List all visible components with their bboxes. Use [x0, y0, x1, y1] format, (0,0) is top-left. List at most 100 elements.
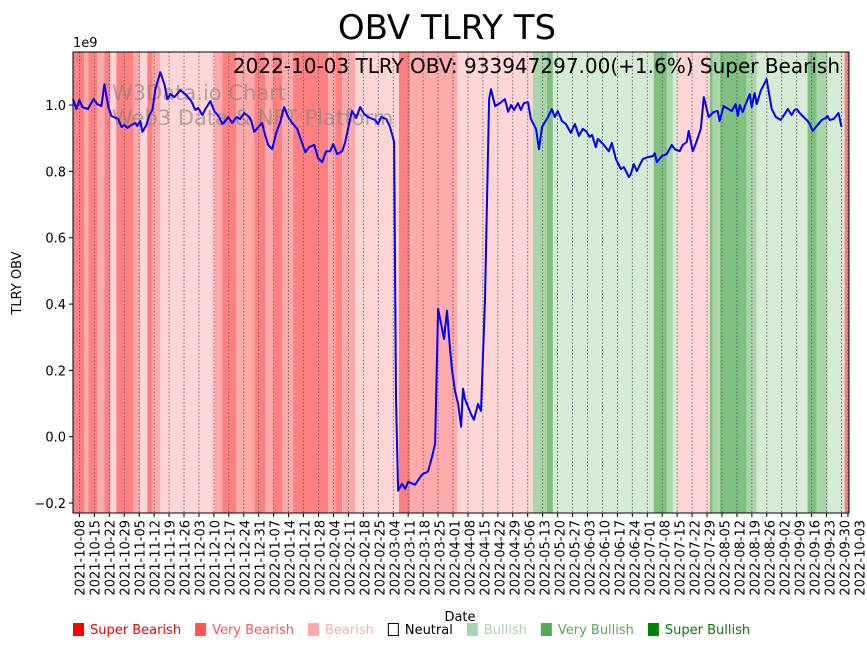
x-tick-label: 2022-08-26: [763, 520, 778, 596]
legend-label: Super Bullish: [665, 623, 750, 638]
x-tick-label: 2021-11-12: [148, 520, 163, 596]
y-tick-label: 0.2: [45, 364, 66, 379]
sentiment-band: [293, 52, 329, 513]
x-tick-label: 2022-07-08: [658, 520, 673, 596]
sentiment-band: [355, 52, 399, 513]
sentiment-band: [709, 52, 713, 513]
x-tick-label: 2022-09-02: [778, 520, 793, 596]
x-tick-label: 2021-10-22: [103, 520, 118, 596]
sentiment-band: [104, 52, 111, 513]
sentiment-band: [398, 52, 411, 513]
x-tick-label: 2022-04-01: [448, 520, 463, 596]
x-tick-label: 2022-08-12: [733, 520, 748, 596]
x-tick-label: 2022-07-29: [703, 520, 718, 596]
sentiment-band: [73, 52, 85, 513]
legend-label: Neutral: [405, 623, 453, 638]
x-tick-label: 2022-08-19: [748, 520, 763, 596]
y-tick-label: −0.2: [34, 497, 66, 512]
y-tick-label: 0.6: [45, 232, 66, 247]
sentiment-band: [546, 52, 553, 513]
x-tick-label: 2022-09-30: [838, 520, 853, 596]
x-tick-label: 2022-10-03: [853, 520, 867, 596]
sentiment-band: [97, 52, 105, 513]
sentiment-band: [807, 52, 817, 513]
x-tick-label: 2022-01-21: [298, 520, 313, 596]
sentiment-band: [147, 52, 153, 513]
x-axis: 2021-10-08 2021-10-15 2021-10-22 2021-10-29…: [73, 513, 867, 596]
x-tick-label: 2022-01-07: [268, 520, 283, 596]
sentiment-band: [712, 52, 720, 513]
sentiment-band: [282, 52, 294, 513]
sentiment-bands: [73, 52, 849, 513]
x-tick-label: 2022-05-13: [538, 520, 553, 596]
x-tick-label: 2021-11-05: [133, 520, 148, 596]
sentiment-band: [214, 52, 223, 513]
x-tick-label: 2022-06-17: [613, 520, 628, 596]
legend-label: Very Bearish: [212, 623, 294, 638]
x-tick-label: 2021-12-10: [208, 520, 223, 596]
sentiment-band: [116, 52, 134, 513]
x-tick-label: 2022-09-23: [823, 520, 838, 596]
legend-label: Super Bearish: [90, 623, 181, 638]
x-tick-label: 2022-03-04: [388, 520, 403, 596]
x-tick-label: 2021-11-19: [163, 520, 178, 596]
sentiment-band: [273, 52, 283, 513]
x-tick-label: 2022-06-03: [583, 520, 598, 596]
sentiment-band: [552, 52, 654, 513]
x-tick-label: 2022-04-22: [493, 520, 508, 596]
sentiment-band: [410, 52, 458, 513]
x-tick-label: 2021-10-08: [73, 520, 88, 596]
sentiment-band: [335, 52, 343, 513]
sentiment-band: [653, 52, 667, 513]
x-tick-label: 2022-06-24: [628, 520, 643, 596]
sentiment-band: [816, 52, 828, 513]
legend-swatch-very-bullish: [540, 623, 552, 636]
x-tick-label: 2022-02-04: [328, 520, 343, 596]
sentiment-band: [532, 52, 547, 513]
y-tick-label: 0.4: [45, 298, 66, 313]
sentiment-band: [152, 52, 161, 513]
x-axis-label: Date: [444, 610, 475, 625]
x-tick-label: 2022-09-16: [808, 520, 823, 596]
legend-swatch-very-bearish: [195, 623, 207, 636]
x-tick-label: 2022-04-29: [508, 520, 523, 596]
y-axis: −0.2 0.0 0.2 0.4 0.6 0.8 1.0: [34, 99, 73, 512]
x-tick-label: 2022-02-25: [373, 520, 388, 596]
chart-title: OBV TLRY TS: [338, 8, 556, 48]
x-tick-label: 2022-01-28: [313, 520, 328, 596]
sentiment-band: [719, 52, 747, 513]
sentiment-band: [756, 52, 808, 513]
x-tick-label: 2022-09-09: [793, 520, 808, 596]
sentiment-band: [827, 52, 845, 513]
legend-swatch-super-bullish: [647, 623, 659, 636]
sentiment-band: [84, 52, 89, 513]
legend-label: Bearish: [325, 623, 374, 638]
x-tick-label: 2021-12-31: [253, 520, 268, 596]
x-tick-label: 2022-03-18: [418, 520, 433, 596]
y-multiplier-label: 1e9: [73, 36, 98, 51]
sentiment-band: [140, 52, 148, 513]
x-tick-label: 2021-10-29: [118, 520, 133, 596]
y-tick-label: 0.8: [45, 165, 66, 180]
sentiment-band: [133, 52, 141, 513]
legend-swatch-bearish: [307, 623, 319, 636]
sentiment-band: [160, 52, 215, 513]
watermark-line-1: W3Data.io Chart: [112, 81, 286, 105]
legend-label: Very Bullish: [558, 623, 634, 638]
sentiment-band: [342, 52, 356, 513]
sentiment-band: [746, 52, 757, 513]
x-tick-label: 2021-10-15: [88, 520, 103, 596]
x-tick-label: 2022-02-11: [343, 520, 358, 596]
x-tick-label: 2021-12-03: [193, 520, 208, 596]
legend: Super Bearish Very Bearish Bearish Neutral B…: [73, 623, 750, 638]
x-tick-label: 2021-11-26: [178, 520, 193, 596]
sentiment-band: [672, 52, 677, 513]
sentiment-band: [222, 52, 237, 513]
chart-subtitle: 2022-10-03 TLRY OBV: 933947297.00(+1.6%)…: [233, 54, 840, 78]
sentiment-band: [265, 52, 274, 513]
y-axis-label: TLRY OBV: [10, 251, 25, 315]
sentiment-band: [676, 52, 710, 513]
sentiment-band: [844, 52, 849, 513]
sentiment-band: [457, 52, 533, 513]
